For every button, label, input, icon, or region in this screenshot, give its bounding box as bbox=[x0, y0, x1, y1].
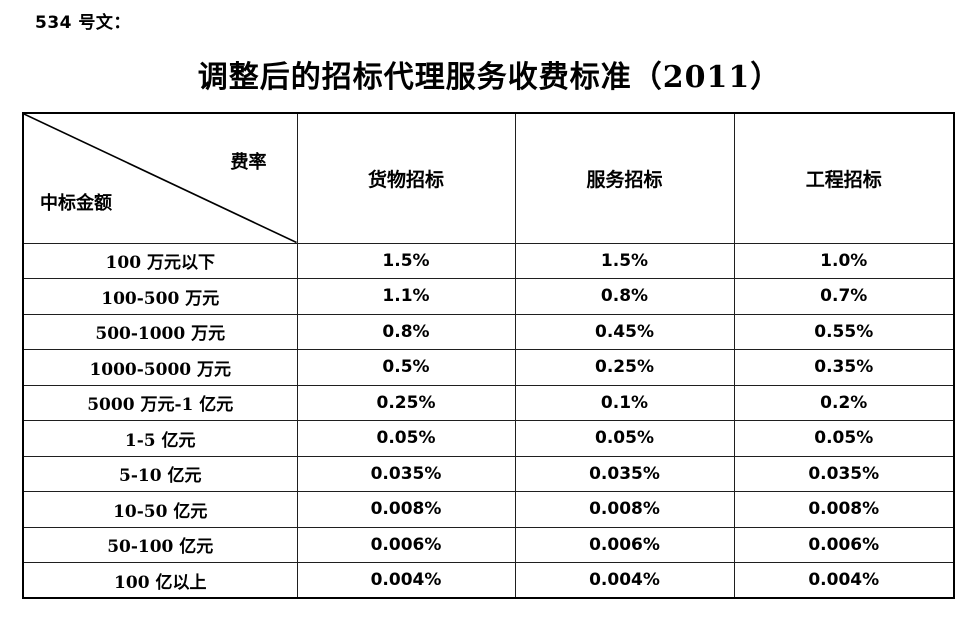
row-label-amount-tier: 100 亿以上 bbox=[22, 562, 298, 599]
fee-value-cell: 1.5% bbox=[296, 242, 516, 279]
fee-value-cell: 0.1% bbox=[514, 384, 735, 421]
column-header-engineering: 工程招标 bbox=[733, 112, 955, 244]
fee-value-cell: 0.55% bbox=[733, 313, 955, 350]
fee-table-body: 100 万元以下 1.5% 1.5% 1.0% 100-500 万元 1.1% 0.8% 0.… bbox=[22, 242, 955, 599]
fee-value-cell: 0.008% bbox=[733, 491, 955, 528]
row-label-amount-tier: 100-500 万元 bbox=[22, 278, 298, 315]
row-label-amount-tier: 1000-5000 万元 bbox=[22, 349, 298, 386]
row-label-amount-tier: 500-1000 万元 bbox=[22, 313, 298, 350]
corner-label-bid-amount: 中标金额 bbox=[40, 192, 112, 214]
fee-value-cell: 0.008% bbox=[514, 491, 735, 528]
page-title: 调整后的招标代理服务收费标准（2011） bbox=[197, 60, 782, 95]
fee-value-cell: 0.035% bbox=[733, 455, 955, 492]
column-header-services: 服务招标 bbox=[514, 112, 735, 244]
fee-value-cell: 0.25% bbox=[514, 349, 735, 386]
row-label-amount-tier: 50-100 亿元 bbox=[22, 526, 298, 563]
fee-value-cell: 1.1% bbox=[296, 278, 516, 315]
diagonal-header-cell: 费率 中标金额 bbox=[22, 112, 298, 244]
fee-rate-table: 费率 中标金额 货物招标 服务招标 工程招标 100 万元以下 1.5% 1.5% 1… bbox=[22, 112, 955, 599]
fee-value-cell: 0.004% bbox=[296, 562, 516, 599]
table-row: 1-5 亿元 0.05% 0.05% 0.05% bbox=[22, 420, 955, 457]
corner-label-fee-rate: 费率 bbox=[230, 152, 267, 173]
fee-value-cell: 0.25% bbox=[296, 384, 516, 421]
table-row: 10-50 亿元 0.008% 0.008% 0.008% bbox=[22, 491, 955, 528]
fee-value-cell: 0.006% bbox=[296, 526, 516, 563]
fee-value-cell: 0.7% bbox=[733, 278, 955, 315]
table-row: 500-1000 万元 0.8% 0.45% 0.55% bbox=[22, 313, 955, 350]
fee-value-cell: 0.8% bbox=[296, 313, 516, 350]
fee-value-cell: 0.5% bbox=[296, 349, 516, 386]
row-label-amount-tier: 5-10 亿元 bbox=[22, 455, 298, 492]
table-row: 100-500 万元 1.1% 0.8% 0.7% bbox=[22, 278, 955, 315]
fee-value-cell: 0.2% bbox=[733, 384, 955, 421]
table-row: 5000 万元-1 亿元 0.25% 0.1% 0.2% bbox=[22, 384, 955, 421]
fee-value-cell: 0.05% bbox=[733, 420, 955, 457]
header-row: 费率 中标金额 货物招标 服务招标 工程招标 bbox=[22, 112, 955, 244]
fee-value-cell: 0.006% bbox=[514, 526, 735, 563]
row-label-amount-tier: 100 万元以下 bbox=[22, 242, 298, 279]
fee-value-cell: 0.004% bbox=[733, 562, 955, 599]
row-label-amount-tier: 10-50 亿元 bbox=[22, 491, 298, 528]
fee-value-cell: 0.004% bbox=[514, 562, 735, 599]
diagonal-divider-line bbox=[24, 114, 297, 243]
table-row: 100 亿以上 0.004% 0.004% 0.004% bbox=[22, 562, 955, 599]
fee-value-cell: 0.05% bbox=[296, 420, 516, 457]
table-row: 50-100 亿元 0.006% 0.006% 0.006% bbox=[22, 526, 955, 563]
row-label-amount-tier: 5000 万元-1 亿元 bbox=[22, 384, 298, 421]
row-label-amount-tier: 1-5 亿元 bbox=[22, 420, 298, 457]
column-header-goods: 货物招标 bbox=[296, 112, 516, 244]
fee-value-cell: 0.035% bbox=[514, 455, 735, 492]
fee-value-cell: 0.05% bbox=[514, 420, 735, 457]
doc-number-label: 534 号文： bbox=[35, 13, 131, 33]
table-row: 100 万元以下 1.5% 1.5% 1.0% bbox=[22, 242, 955, 279]
fee-value-cell: 0.35% bbox=[733, 349, 955, 386]
fee-value-cell: 0.008% bbox=[296, 491, 516, 528]
fee-value-cell: 0.006% bbox=[733, 526, 955, 563]
fee-value-cell: 0.035% bbox=[296, 455, 516, 492]
fee-value-cell: 1.5% bbox=[514, 242, 735, 279]
fee-value-cell: 0.45% bbox=[514, 313, 735, 350]
fee-value-cell: 1.0% bbox=[733, 242, 955, 279]
table-row: 5-10 亿元 0.035% 0.035% 0.035% bbox=[22, 455, 955, 492]
table-row: 1000-5000 万元 0.5% 0.25% 0.35% bbox=[22, 349, 955, 386]
fee-value-cell: 0.8% bbox=[514, 278, 735, 315]
